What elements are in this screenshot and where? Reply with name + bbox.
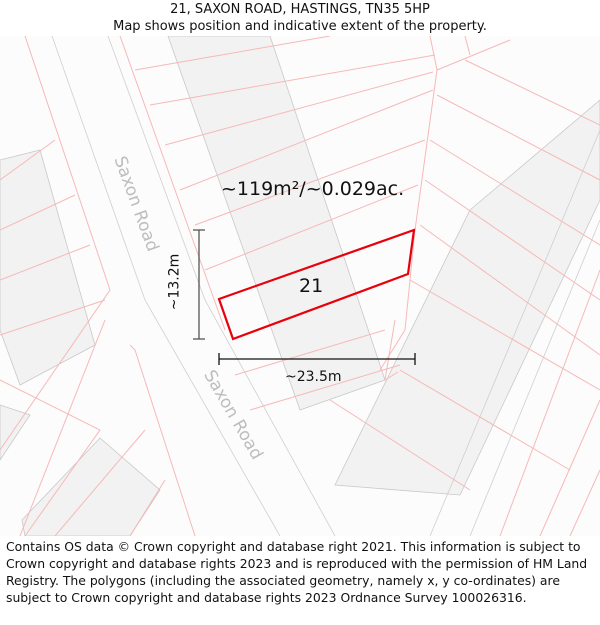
road-edge xyxy=(107,36,336,536)
height-dimension-label: ~13.2m xyxy=(166,253,183,311)
map-description: Map shows position and indicative extent… xyxy=(113,19,487,34)
width-dimension-label: ~23.5m xyxy=(285,369,342,385)
attribution-text: Contains OS data © Crown copyright and d… xyxy=(6,539,588,605)
property-outline[interactable] xyxy=(217,228,416,341)
road-edge xyxy=(469,219,600,536)
map-header: 21, SAXON ROAD, HASTINGS, TN35 5HP Map s… xyxy=(0,0,600,37)
plot-number-label: 21 xyxy=(299,275,324,297)
height-dimension-line xyxy=(193,229,205,340)
building xyxy=(0,404,31,461)
property-map[interactable]: ~119m²/~0.029ac. 21 ~13.2m ~23.5m Saxon … xyxy=(0,36,600,536)
road-edge xyxy=(51,36,281,536)
area-label: ~119m²/~0.029ac. xyxy=(221,178,405,200)
roads-layer xyxy=(51,36,600,536)
building xyxy=(0,149,96,386)
parcels-layer xyxy=(0,36,600,536)
road-edge xyxy=(429,129,600,536)
building xyxy=(21,437,161,536)
property-address-title: 21, SAXON ROAD, HASTINGS, TN35 5HP xyxy=(170,2,430,17)
building xyxy=(334,99,600,496)
width-dimension-line xyxy=(218,353,416,365)
